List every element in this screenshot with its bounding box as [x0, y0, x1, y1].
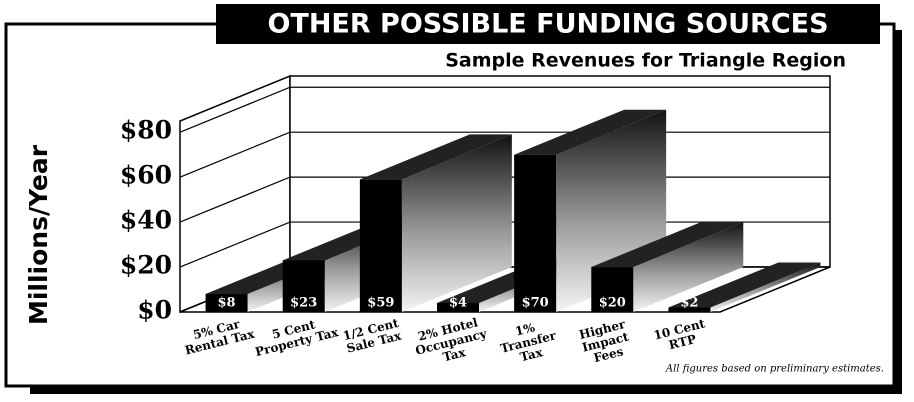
- value-label: $4: [449, 296, 467, 311]
- value-label: $2: [680, 296, 698, 311]
- bar: [514, 154, 557, 312]
- bar: [437, 303, 479, 312]
- value-label: $8: [218, 296, 236, 311]
- y-tick-label: $80: [120, 116, 172, 145]
- bar: [282, 260, 325, 312]
- bar: [205, 294, 248, 312]
- chart-title: OTHER POSSIBLE FUNDING SOURCES: [267, 9, 828, 40]
- title-bar: [216, 4, 880, 44]
- bar-side: [401, 134, 512, 312]
- bar: [359, 179, 402, 312]
- y-tick-label: $0: [137, 296, 172, 325]
- x-tick-label: Tax: [519, 345, 545, 364]
- value-label: $70: [522, 296, 549, 311]
- bar-side: [633, 222, 744, 312]
- bar-side: [710, 262, 821, 312]
- bar-top: [514, 109, 667, 155]
- bar: [668, 307, 711, 312]
- bar-top: [668, 262, 821, 308]
- y-axis-label: Millions/Year: [24, 144, 53, 325]
- frame-shadow: [30, 386, 902, 394]
- footnote: All figures based on preliminary estimat…: [665, 364, 884, 375]
- grid-line: [179, 86, 830, 133]
- bar-top: [359, 134, 512, 180]
- x-tick-label: Tax: [441, 345, 467, 364]
- y-tick-label: $20: [120, 251, 172, 280]
- y-tick-label: $40: [120, 206, 172, 235]
- x-tick-label: RTP: [667, 332, 697, 352]
- bar-top: [591, 222, 744, 268]
- value-label: $23: [290, 296, 317, 311]
- y-tick-label: $60: [120, 161, 172, 190]
- value-label: $59: [367, 296, 394, 311]
- x-tick-label: 1%: [514, 320, 537, 339]
- chart-subtitle: Sample Revenues for Triangle Region: [445, 50, 846, 72]
- frame-shadow: [894, 30, 902, 394]
- bar: [591, 267, 634, 312]
- value-label: $20: [599, 296, 626, 311]
